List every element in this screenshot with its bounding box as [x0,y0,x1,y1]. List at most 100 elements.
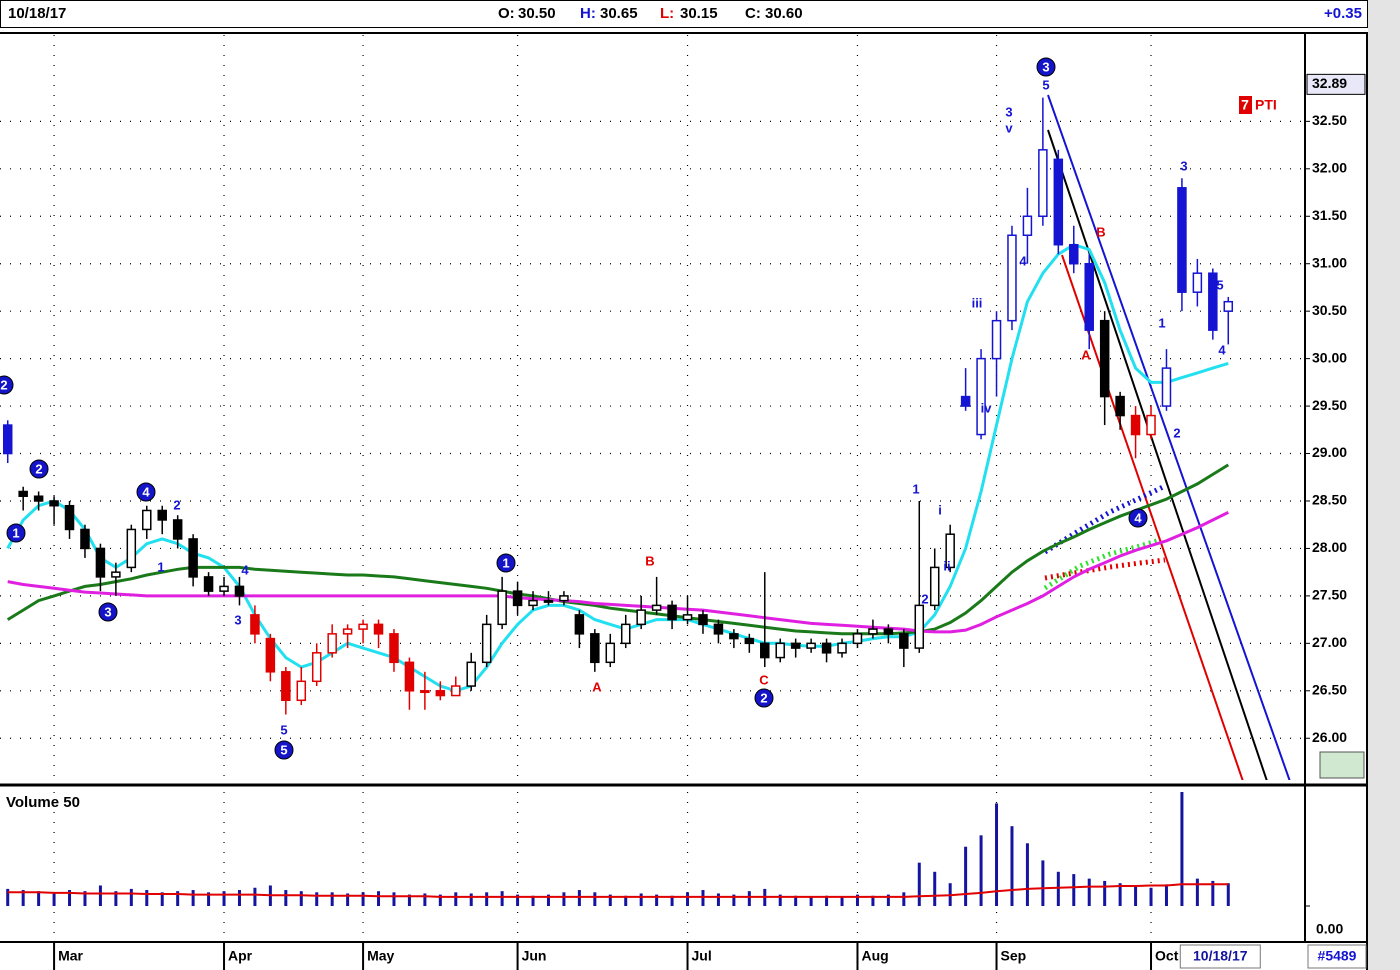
x-tick-label: Apr [228,948,253,964]
quote-label: C: [745,5,761,22]
wave-circle [754,688,774,708]
volume-bar [330,892,334,906]
volume-bar [794,895,798,906]
candle-body [188,538,198,578]
wave-circle [1036,57,1056,77]
candle-body [914,604,925,649]
y-tick-label: 31.50 [1312,207,1347,223]
candle-body [80,528,90,550]
wave-circle [1128,508,1148,528]
wave-label: 3 [1180,158,1187,173]
wave-label: 2 [0,377,7,392]
volume-bar [624,895,628,906]
wave-label: 2 [173,497,180,512]
wave-circle [98,602,118,622]
candle-body [790,642,801,649]
volume-bar [222,891,226,906]
candle-body [111,571,121,578]
wave-label: 1 [12,525,19,540]
wave-label: 1 [912,481,919,496]
trend-line [1061,254,1244,780]
candle-body [1007,234,1017,322]
quote-value: 30.50 [518,5,556,22]
candle-body [157,509,167,521]
quote-label: L: [660,5,674,22]
volume-bar [670,895,674,906]
wave-circle [136,482,156,502]
wave-label: 3 [1005,104,1012,119]
volume-bar [732,894,736,906]
candle-body [1084,262,1094,331]
volume-bar [516,894,520,906]
wave-label: 1 [1158,315,1165,330]
wave-label: ii [943,558,950,573]
candle-body [33,495,44,502]
wave-label: 4 [1218,342,1226,357]
pti-label: PTI [1255,97,1277,113]
candle-body [265,637,276,673]
candle-body [590,633,600,664]
header-date: 10/18/17 [8,5,66,22]
wave-circle [6,523,26,543]
candle-body [1192,272,1203,293]
candle-body [451,685,461,697]
wave-label: A [1081,347,1091,362]
candle-body [744,637,755,645]
volume-bar [485,892,489,906]
y-tick-label: 30.50 [1312,302,1347,318]
volume-bar [1056,871,1060,906]
candle-body [760,642,770,659]
volume-bar [608,894,612,906]
volume-bar [361,892,365,906]
footer-id: #5489 [1318,948,1357,964]
chart-icon[interactable] [1319,751,1365,779]
wave-label: 5 [280,722,287,737]
grid: 26.00 26.50 27.00 27.50 28.00 28.50 29.00 29.50… [0,35,1366,970]
candle-body [713,623,724,635]
volume-bar [778,894,782,906]
volume-bar [995,803,999,906]
candle-body [1053,158,1064,246]
volume-bar [809,896,813,906]
y-tick-label: 26.00 [1312,729,1347,745]
candle-body [945,533,955,569]
header-bar [0,0,1368,28]
y-tick-label: 32.00 [1312,160,1347,176]
volume-bar [747,891,751,906]
volume-bar [284,890,288,906]
volume-bar [593,892,597,906]
candle-body [682,614,693,621]
quote-label: O: [498,5,515,22]
candle-body [1115,395,1125,417]
candle-body [234,585,245,597]
y-tick-label: 29.00 [1312,444,1347,460]
volume-bar [686,892,690,906]
x-tick-label: Aug [861,948,888,964]
volume-bar [469,893,473,906]
candle-body [1069,243,1079,265]
candle-body [49,500,59,507]
candle-body [2,424,13,455]
volume-bar [114,891,118,906]
candle-body [1223,300,1234,312]
candle-body [899,633,909,649]
volume-bar [407,894,411,906]
volume-bar [346,893,350,906]
candle-body [512,590,523,607]
candle-body [729,633,739,640]
wave-label: C [759,672,769,687]
volume-bar [933,871,937,906]
y-tick-label: 27.50 [1312,587,1347,603]
price-plot [2,97,1234,715]
x-tick-label: May [367,948,394,964]
volume-bar [1103,880,1107,906]
wave-label: 3 [234,612,241,627]
volume-bar [825,895,829,906]
wave-label: 4 [1134,510,1142,525]
candle-body [296,680,307,702]
candle-body [1099,319,1110,398]
wave-label: 1 [502,555,509,570]
volume-bar [98,885,102,906]
wave-label: 5 [1216,277,1223,292]
volume-bar [37,891,41,906]
